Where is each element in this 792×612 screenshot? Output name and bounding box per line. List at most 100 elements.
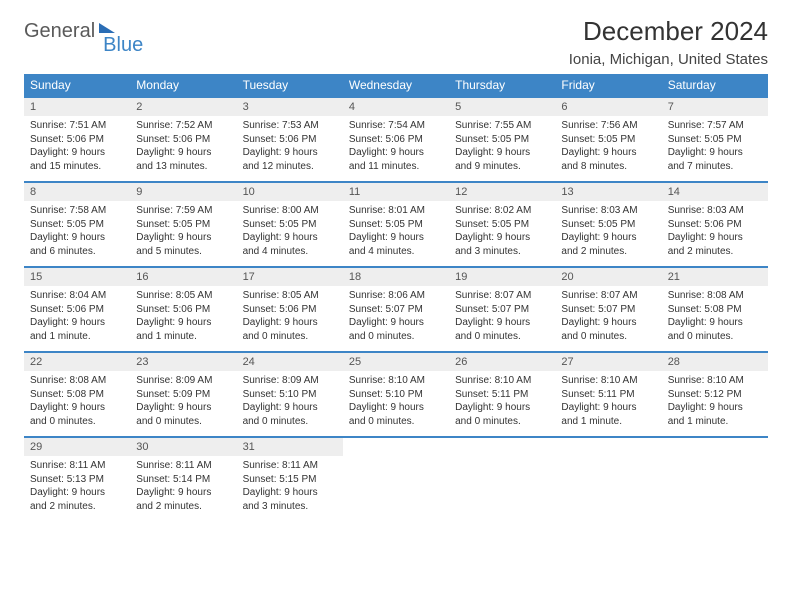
daylight-text: Daylight: 9 hours and 0 minutes. — [349, 401, 443, 428]
day-body: Sunrise: 8:00 AMSunset: 5:05 PMDaylight:… — [237, 201, 343, 266]
sunset-text: Sunset: 5:06 PM — [243, 133, 337, 147]
day-number: 4 — [343, 98, 449, 116]
day-cell: 18Sunrise: 8:06 AMSunset: 5:07 PMDayligh… — [343, 267, 449, 352]
sunrise-text: Sunrise: 7:58 AM — [30, 204, 124, 218]
day-cell: 7Sunrise: 7:57 AMSunset: 5:05 PMDaylight… — [662, 97, 768, 182]
brand-part1: General — [24, 20, 95, 43]
day-cell: 1Sunrise: 7:51 AMSunset: 5:06 PMDaylight… — [24, 97, 130, 182]
day-body: Sunrise: 8:05 AMSunset: 5:06 PMDaylight:… — [130, 286, 236, 351]
sunset-text: Sunset: 5:06 PM — [668, 218, 762, 232]
day-number: 13 — [555, 183, 661, 201]
sunrise-text: Sunrise: 8:03 AM — [561, 204, 655, 218]
week-row: 29Sunrise: 8:11 AMSunset: 5:13 PMDayligh… — [24, 437, 768, 521]
daylight-text: Daylight: 9 hours and 8 minutes. — [561, 146, 655, 173]
daylight-text: Daylight: 9 hours and 1 minute. — [30, 316, 124, 343]
day-body: Sunrise: 7:51 AMSunset: 5:06 PMDaylight:… — [24, 116, 130, 181]
sunrise-text: Sunrise: 8:10 AM — [668, 374, 762, 388]
day-body: Sunrise: 7:53 AMSunset: 5:06 PMDaylight:… — [237, 116, 343, 181]
sunset-text: Sunset: 5:08 PM — [30, 388, 124, 402]
day-number: 7 — [662, 98, 768, 116]
daylight-text: Daylight: 9 hours and 0 minutes. — [243, 401, 337, 428]
sunset-text: Sunset: 5:06 PM — [349, 133, 443, 147]
day-number: 10 — [237, 183, 343, 201]
day-header: Wednesday — [343, 74, 449, 97]
day-cell: 25Sunrise: 8:10 AMSunset: 5:10 PMDayligh… — [343, 352, 449, 437]
sunset-text: Sunset: 5:05 PM — [561, 218, 655, 232]
daylight-text: Daylight: 9 hours and 3 minutes. — [243, 486, 337, 513]
day-body: Sunrise: 8:07 AMSunset: 5:07 PMDaylight:… — [555, 286, 661, 351]
day-body: Sunrise: 8:03 AMSunset: 5:06 PMDaylight:… — [662, 201, 768, 266]
sunset-text: Sunset: 5:05 PM — [668, 133, 762, 147]
day-number-empty — [343, 438, 449, 456]
day-body: Sunrise: 8:05 AMSunset: 5:06 PMDaylight:… — [237, 286, 343, 351]
sunset-text: Sunset: 5:12 PM — [668, 388, 762, 402]
week-row: 22Sunrise: 8:08 AMSunset: 5:08 PMDayligh… — [24, 352, 768, 437]
day-body: Sunrise: 8:09 AMSunset: 5:10 PMDaylight:… — [237, 371, 343, 436]
day-cell — [449, 437, 555, 521]
day-cell: 21Sunrise: 8:08 AMSunset: 5:08 PMDayligh… — [662, 267, 768, 352]
sunset-text: Sunset: 5:10 PM — [243, 388, 337, 402]
daylight-text: Daylight: 9 hours and 0 minutes. — [243, 316, 337, 343]
daylight-text: Daylight: 9 hours and 0 minutes. — [136, 401, 230, 428]
day-body: Sunrise: 8:10 AMSunset: 5:12 PMDaylight:… — [662, 371, 768, 436]
day-body: Sunrise: 8:11 AMSunset: 5:13 PMDaylight:… — [24, 456, 130, 521]
day-number: 11 — [343, 183, 449, 201]
daylight-text: Daylight: 9 hours and 6 minutes. — [30, 231, 124, 258]
day-header: Saturday — [662, 74, 768, 97]
calendar-table: Sunday Monday Tuesday Wednesday Thursday… — [24, 74, 768, 521]
sunrise-text: Sunrise: 7:52 AM — [136, 119, 230, 133]
sunrise-text: Sunrise: 8:11 AM — [136, 459, 230, 473]
day-cell: 29Sunrise: 8:11 AMSunset: 5:13 PMDayligh… — [24, 437, 130, 521]
day-body: Sunrise: 8:06 AMSunset: 5:07 PMDaylight:… — [343, 286, 449, 351]
daylight-text: Daylight: 9 hours and 0 minutes. — [30, 401, 124, 428]
sunrise-text: Sunrise: 8:05 AM — [243, 289, 337, 303]
day-number: 29 — [24, 438, 130, 456]
day-number: 31 — [237, 438, 343, 456]
sunset-text: Sunset: 5:05 PM — [455, 218, 549, 232]
day-header-row: Sunday Monday Tuesday Wednesday Thursday… — [24, 74, 768, 97]
sunrise-text: Sunrise: 8:08 AM — [30, 374, 124, 388]
day-body: Sunrise: 7:59 AMSunset: 5:05 PMDaylight:… — [130, 201, 236, 266]
day-number: 21 — [662, 268, 768, 286]
day-body: Sunrise: 8:08 AMSunset: 5:08 PMDaylight:… — [662, 286, 768, 351]
daylight-text: Daylight: 9 hours and 9 minutes. — [455, 146, 549, 173]
day-body: Sunrise: 8:10 AMSunset: 5:11 PMDaylight:… — [555, 371, 661, 436]
sunset-text: Sunset: 5:06 PM — [243, 303, 337, 317]
day-header: Thursday — [449, 74, 555, 97]
day-body: Sunrise: 7:56 AMSunset: 5:05 PMDaylight:… — [555, 116, 661, 181]
day-number: 27 — [555, 353, 661, 371]
day-number: 17 — [237, 268, 343, 286]
location-label: Ionia, Michigan, United States — [569, 51, 768, 68]
sunset-text: Sunset: 5:10 PM — [349, 388, 443, 402]
day-cell: 17Sunrise: 8:05 AMSunset: 5:06 PMDayligh… — [237, 267, 343, 352]
day-body: Sunrise: 7:52 AMSunset: 5:06 PMDaylight:… — [130, 116, 236, 181]
daylight-text: Daylight: 9 hours and 0 minutes. — [561, 316, 655, 343]
sunrise-text: Sunrise: 7:54 AM — [349, 119, 443, 133]
daylight-text: Daylight: 9 hours and 3 minutes. — [455, 231, 549, 258]
week-row: 8Sunrise: 7:58 AMSunset: 5:05 PMDaylight… — [24, 182, 768, 267]
day-header: Tuesday — [237, 74, 343, 97]
sunset-text: Sunset: 5:15 PM — [243, 473, 337, 487]
day-number: 25 — [343, 353, 449, 371]
day-body-empty — [449, 456, 555, 514]
day-number: 8 — [24, 183, 130, 201]
day-cell: 19Sunrise: 8:07 AMSunset: 5:07 PMDayligh… — [449, 267, 555, 352]
day-number: 28 — [662, 353, 768, 371]
sunset-text: Sunset: 5:05 PM — [455, 133, 549, 147]
daylight-text: Daylight: 9 hours and 7 minutes. — [668, 146, 762, 173]
sunset-text: Sunset: 5:07 PM — [349, 303, 443, 317]
sunrise-text: Sunrise: 8:11 AM — [243, 459, 337, 473]
sunrise-text: Sunrise: 8:00 AM — [243, 204, 337, 218]
sunrise-text: Sunrise: 8:09 AM — [136, 374, 230, 388]
day-number: 22 — [24, 353, 130, 371]
sunrise-text: Sunrise: 8:07 AM — [455, 289, 549, 303]
brand-logo: General Blue — [24, 20, 143, 43]
day-number: 18 — [343, 268, 449, 286]
daylight-text: Daylight: 9 hours and 0 minutes. — [349, 316, 443, 343]
sunrise-text: Sunrise: 8:02 AM — [455, 204, 549, 218]
day-number: 23 — [130, 353, 236, 371]
sunset-text: Sunset: 5:09 PM — [136, 388, 230, 402]
day-body: Sunrise: 7:57 AMSunset: 5:05 PMDaylight:… — [662, 116, 768, 181]
day-number: 30 — [130, 438, 236, 456]
day-cell: 6Sunrise: 7:56 AMSunset: 5:05 PMDaylight… — [555, 97, 661, 182]
